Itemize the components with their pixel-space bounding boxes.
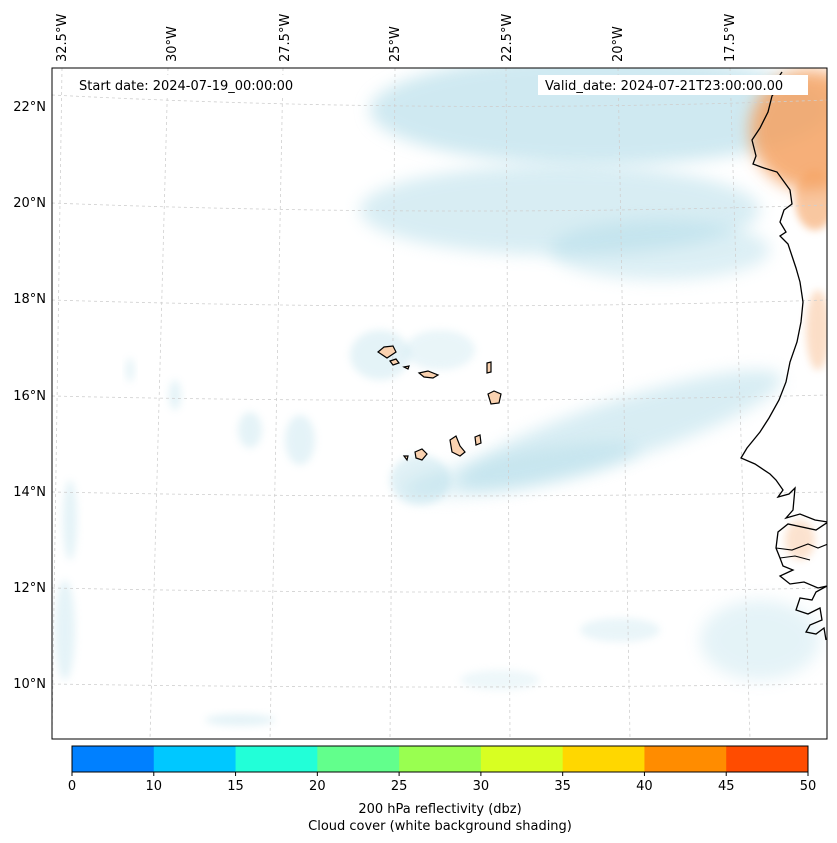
colorbar-ticks: 0 10 15 20 25 30 35 40 45 50 <box>68 772 816 794</box>
colorbar-label-line2: Cloud cover (white background shading) <box>308 819 572 834</box>
lat-label-10n: 10°N <box>13 677 46 692</box>
cape-verde-islands <box>376 345 502 462</box>
colorbar-swatch <box>480 746 564 772</box>
lon-label-32-5w: 32.5°W <box>55 14 70 62</box>
map-frame <box>51 67 828 740</box>
island-fogo <box>414 448 428 461</box>
lat-label-14n: 14°N <box>13 485 46 500</box>
colorbar-tick-label: 35 <box>554 779 571 794</box>
lat-label-22n: 22°N <box>13 100 46 115</box>
lon-label-30w: 30°W <box>165 26 180 62</box>
lat-label-20n: 20°N <box>13 196 46 211</box>
colorbar-swatch <box>153 746 237 772</box>
start-date-box <box>70 75 315 95</box>
gridlines <box>52 68 827 739</box>
lon-label-22-5w: 22.5°W <box>500 14 515 62</box>
lat-label-12n: 12°N <box>13 581 46 596</box>
colorbar-swatch <box>317 746 400 772</box>
colorbar-swatches <box>72 746 809 772</box>
colorbar: 0 10 15 20 25 30 35 40 45 50 200 hPa reflectivity… <box>68 745 816 834</box>
valid-date-label: Valid_date: 2024-07-21T23:00:00.00 <box>545 79 783 94</box>
colorbar-tick-label: 15 <box>227 779 244 794</box>
colorbar-tick-label: 45 <box>718 779 735 794</box>
lat-label-16n: 16°N <box>13 389 46 404</box>
colorbar-swatch <box>644 746 727 772</box>
colorbar-tick-label: 30 <box>473 779 490 794</box>
lat-label-18n: 18°N <box>13 292 46 307</box>
island-sal <box>486 361 492 374</box>
longitude-labels: 32.5°W 30°W 27.5°W 25°W 22.5°W 20°W 17.5… <box>55 14 738 62</box>
africa-coastline <box>740 71 827 641</box>
river-mouth-coastline <box>775 543 827 561</box>
island-maio <box>474 434 482 446</box>
colorbar-tick-label: 10 <box>146 779 163 794</box>
lon-label-27-5w: 27.5°W <box>278 14 293 62</box>
island-santa-luzia <box>402 365 410 370</box>
island-sao-nicolau <box>417 370 440 379</box>
lon-label-20w: 20°W <box>611 26 626 62</box>
island-santiago <box>449 435 466 457</box>
colorbar-tick-label: 25 <box>391 779 408 794</box>
lon-label-25w: 25°W <box>388 26 403 62</box>
colorbar-tick-label: 0 <box>68 779 76 794</box>
colorbar-swatch <box>726 746 809 772</box>
colorbar-tick-label: 40 <box>636 779 653 794</box>
island-santo-antao <box>376 345 397 359</box>
colorbar-tick-label: 20 <box>309 779 326 794</box>
latitude-labels: 22°N 20°N 18°N 16°N 14°N 12°N 10°N <box>13 100 46 692</box>
colorbar-swatch <box>235 746 318 772</box>
colorbar-label-line1: 200 hPa reflectivity (dbz) <box>358 802 521 817</box>
start-date-label: Start date: 2024-07-19_00:00:00 <box>79 79 293 94</box>
island-boa-vista <box>487 390 502 405</box>
island-brava <box>402 455 409 462</box>
colorbar-frame <box>71 745 809 773</box>
colorbar-swatch <box>562 746 645 772</box>
cloud-cover-shading <box>55 68 827 726</box>
valid-date-box <box>538 75 808 95</box>
island-sao-vicente <box>389 358 400 366</box>
colorbar-swatch <box>399 746 482 772</box>
colorbar-tick-label: 50 <box>800 779 817 794</box>
colorbar-swatch <box>72 746 155 772</box>
lon-label-17-5w: 17.5°W <box>723 14 738 62</box>
